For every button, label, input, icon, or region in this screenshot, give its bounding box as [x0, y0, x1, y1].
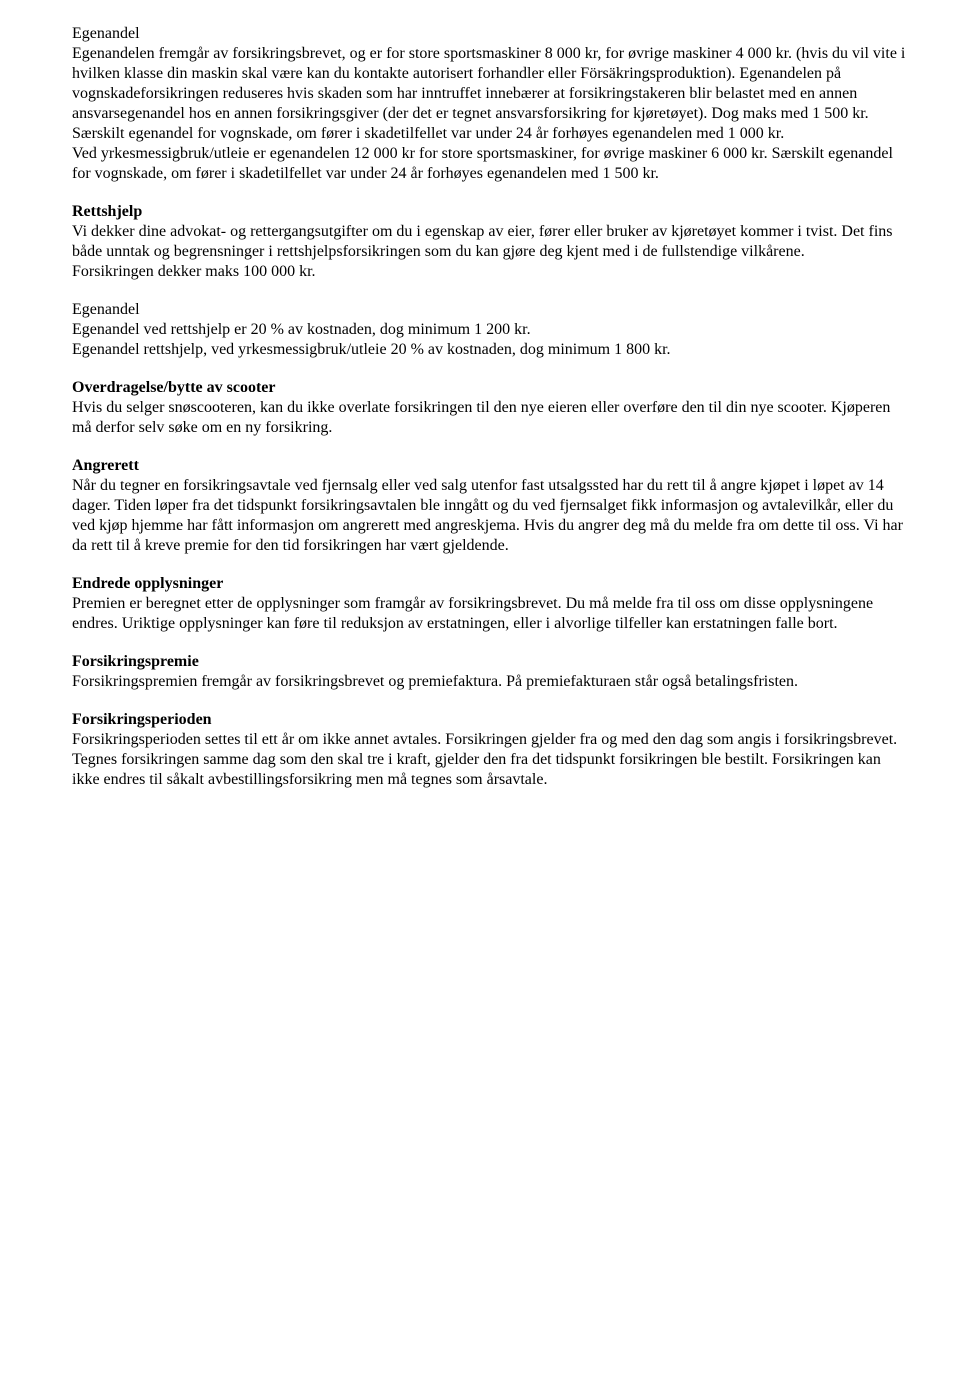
heading-overdragelse: Overdragelse/bytte av scooter: [72, 378, 912, 398]
paragraph: Vi dekker dine advokat- og rettergangsut…: [72, 222, 912, 262]
paragraph: Særskilt egenandel for vognskade, om før…: [72, 124, 912, 144]
section-rettshjelp: Rettshjelp Vi dekker dine advokat- og re…: [72, 202, 912, 282]
paragraph: Hvis du selger snøscooteren, kan du ikke…: [72, 398, 912, 438]
heading-rettshjelp: Rettshjelp: [72, 202, 912, 222]
section-overdragelse: Overdragelse/bytte av scooter Hvis du se…: [72, 378, 912, 438]
heading-angrerett: Angrerett: [72, 456, 912, 476]
heading-endrede: Endrede opplysninger: [72, 574, 912, 594]
section-angrerett: Angrerett Når du tegner en forsikringsav…: [72, 456, 912, 556]
paragraph: Ved yrkesmessigbruk/utleie er egenandele…: [72, 144, 912, 184]
paragraph: Forsikringen dekker maks 100 000 kr.: [72, 262, 912, 282]
paragraph: Forsikringspremien fremgår av forsikring…: [72, 672, 912, 692]
section-egenandel2: Egenandel Egenandel ved rettshjelp er 20…: [72, 300, 912, 360]
heading-egenandel1: Egenandel: [72, 24, 912, 44]
paragraph: Egenandelen fremgår av forsikringsbrevet…: [72, 44, 912, 124]
section-premie: Forsikringspremie Forsikringspremien fre…: [72, 652, 912, 692]
paragraph: Egenandel rettshjelp, ved yrkesmessigbru…: [72, 340, 912, 360]
section-endrede: Endrede opplysninger Premien er beregnet…: [72, 574, 912, 634]
section-perioden: Forsikringsperioden Forsikringsperioden …: [72, 710, 912, 790]
paragraph: Når du tegner en forsikringsavtale ved f…: [72, 476, 912, 556]
section-egenandel1: Egenandel Egenandelen fremgår av forsikr…: [72, 24, 912, 184]
paragraph: Forsikringsperioden settes til ett år om…: [72, 730, 912, 790]
heading-perioden: Forsikringsperioden: [72, 710, 912, 730]
heading-premie: Forsikringspremie: [72, 652, 912, 672]
paragraph: Egenandel ved rettshjelp er 20 % av kost…: [72, 320, 912, 340]
paragraph: Premien er beregnet etter de opplysninge…: [72, 594, 912, 634]
heading-egenandel2: Egenandel: [72, 300, 912, 320]
